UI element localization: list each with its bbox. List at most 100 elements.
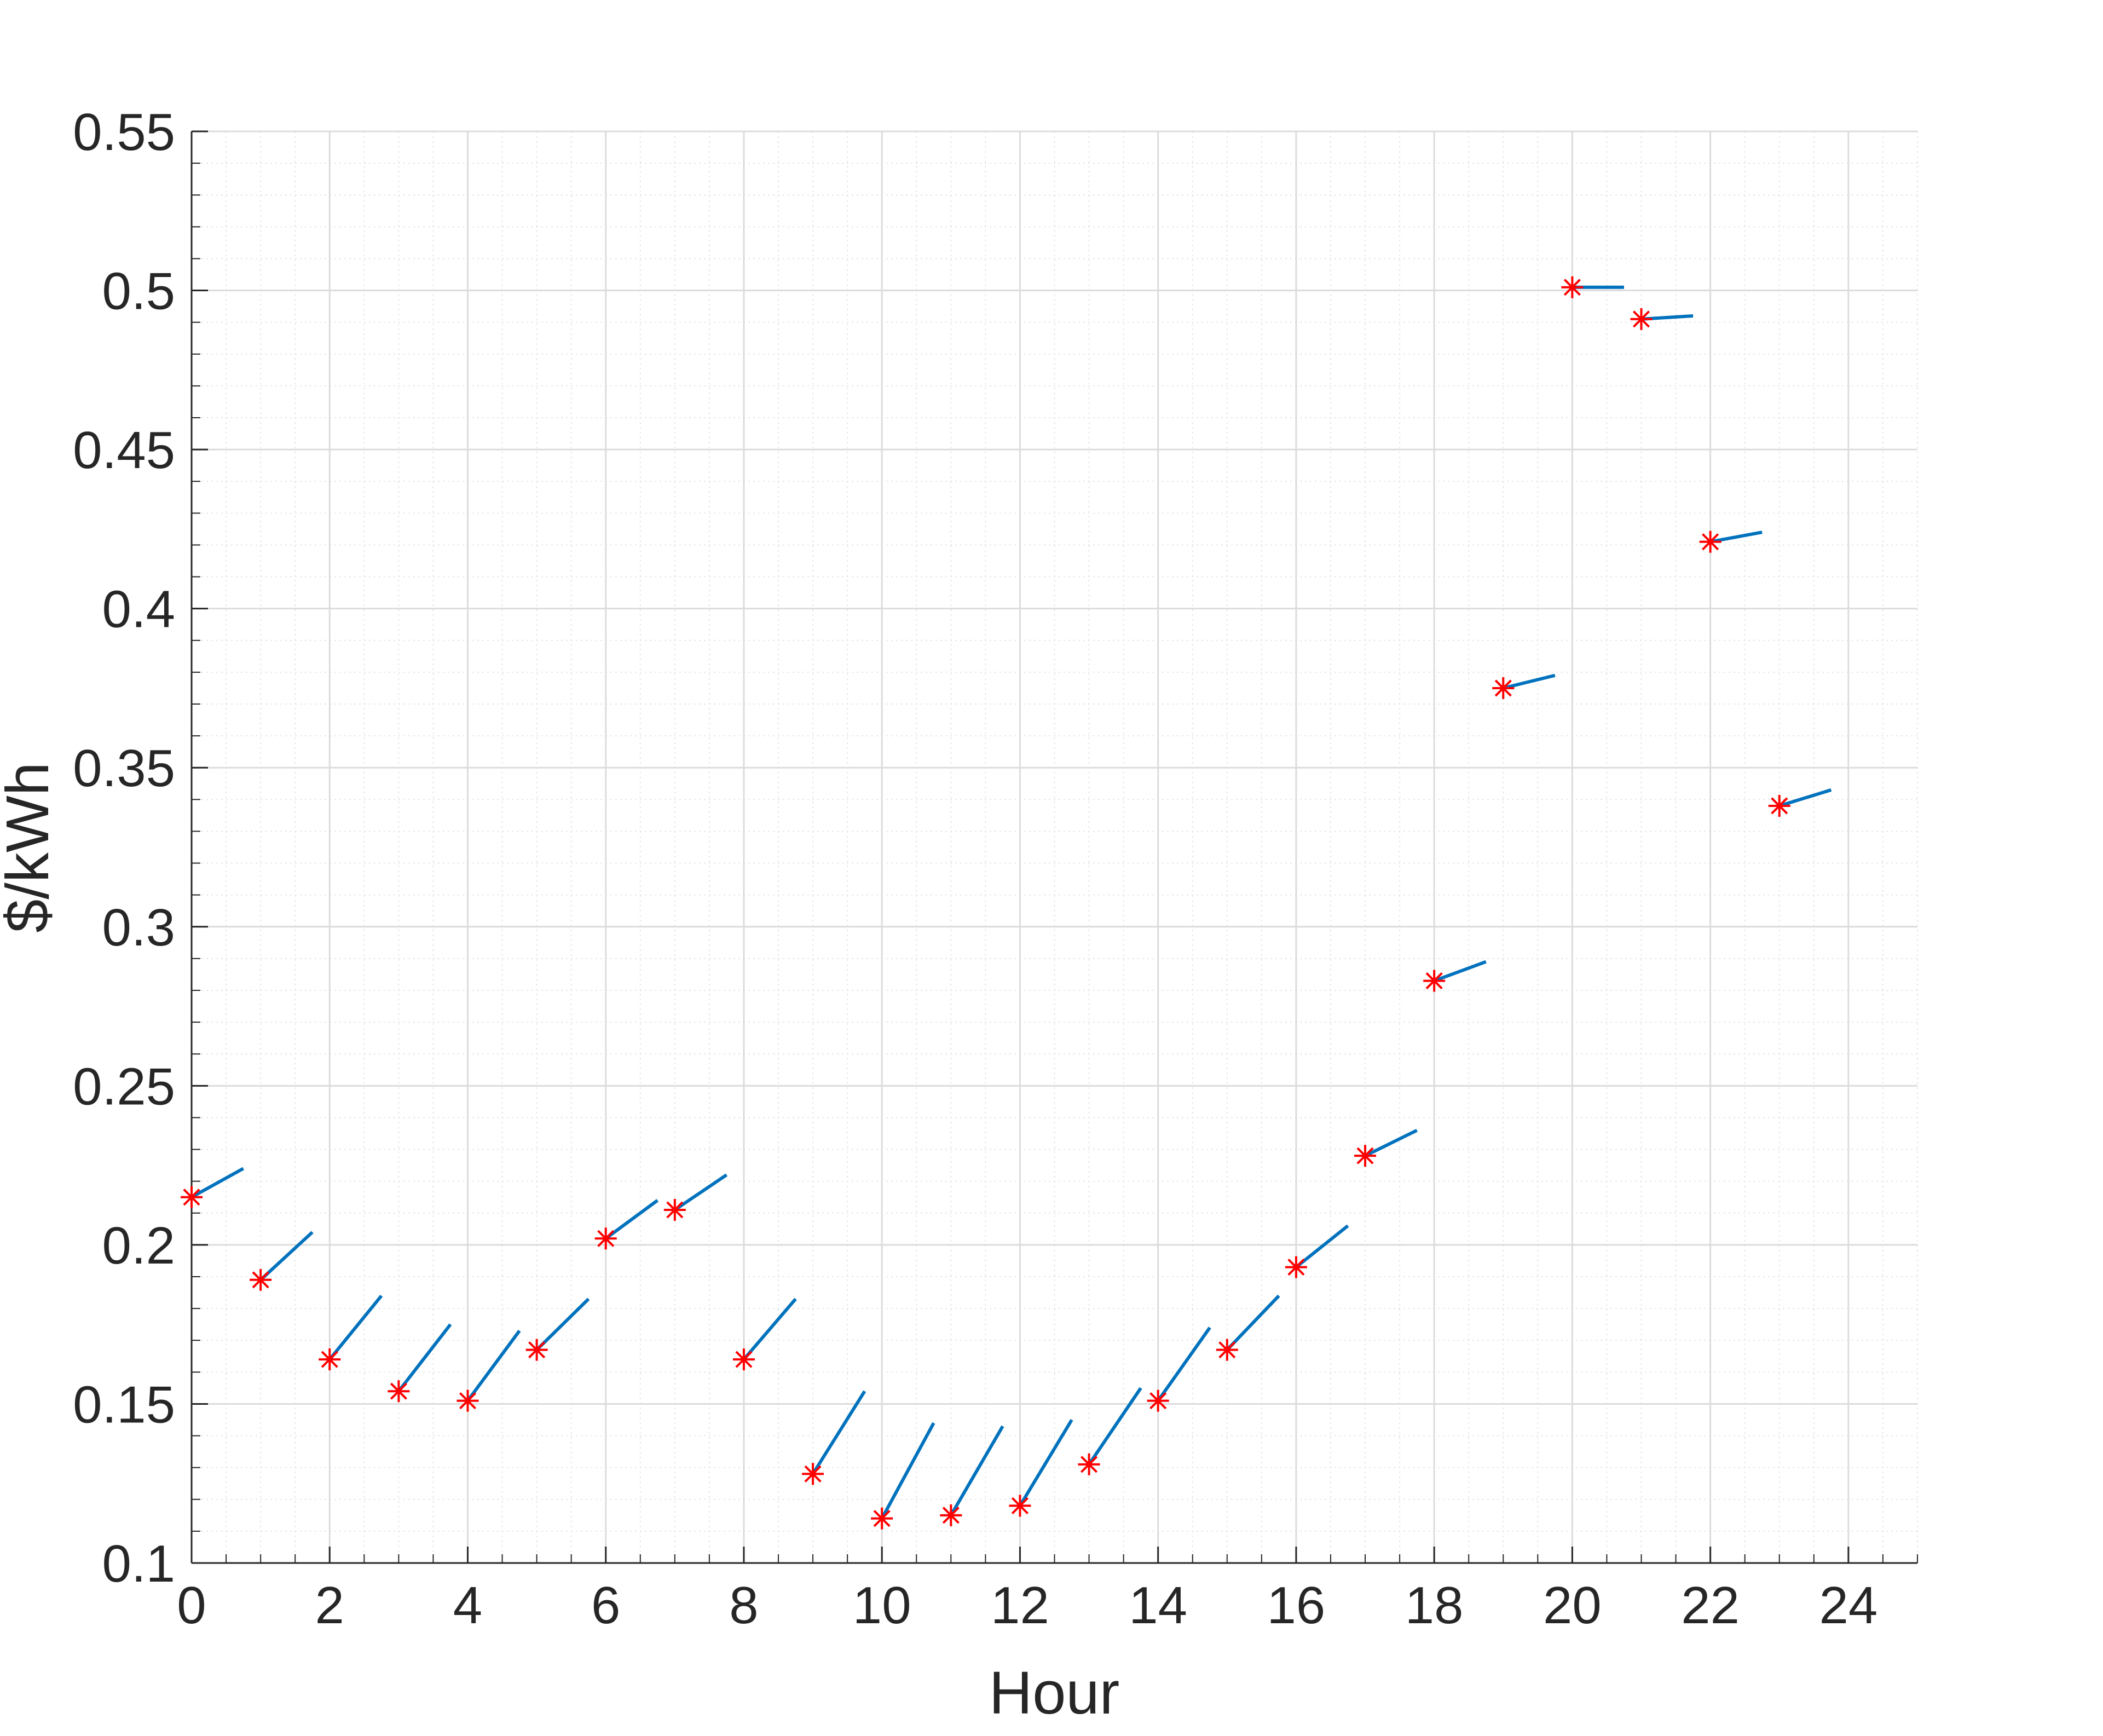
price-marker	[457, 1389, 479, 1412]
gradient-segment	[1710, 530, 1763, 544]
price-marker	[1009, 1495, 1031, 1517]
price-marker	[1354, 1145, 1377, 1167]
marker-stroke	[597, 1230, 615, 1247]
gradient-segment	[811, 1390, 866, 1475]
marker-stroke	[1356, 1147, 1374, 1164]
x-tick-label: 10	[853, 1576, 911, 1635]
major-grid	[190, 130, 1917, 1564]
gradient-segment	[1295, 1224, 1349, 1268]
marker-stroke	[1081, 1456, 1098, 1473]
y-tick-label: 0.1	[102, 1535, 175, 1593]
x-tick-label: 18	[1405, 1576, 1464, 1635]
gradient-segment	[880, 1422, 935, 1520]
gradient-segment	[1434, 960, 1487, 983]
marker-stroke	[1011, 1497, 1029, 1514]
marker-stroke	[390, 1382, 407, 1400]
x-tick-label: 12	[991, 1576, 1049, 1635]
price-marker	[1630, 308, 1653, 330]
marker-stroke	[183, 1189, 200, 1206]
axes	[190, 130, 1918, 1564]
y-tick-labels: 0.1 0.15 0.2 0.25 0.3 0.35 0.4 0.45 0.5 0.55	[73, 103, 175, 1593]
x-tick-label: 22	[1681, 1576, 1740, 1635]
x-tick-label: 24	[1819, 1576, 1877, 1635]
gradient-segment	[1503, 673, 1556, 690]
price-marker	[1078, 1453, 1100, 1475]
price-marker	[181, 1186, 203, 1208]
y-tick-label: 0.4	[102, 580, 175, 639]
price-marker	[663, 1198, 686, 1221]
marker-stroke	[1632, 310, 1650, 328]
gradient-segment	[742, 1297, 797, 1361]
gradient-segment	[1157, 1326, 1211, 1402]
price-marker	[1423, 970, 1446, 992]
price-marker	[1768, 794, 1790, 817]
marker-stroke	[804, 1465, 822, 1483]
gradient-segment	[1364, 1128, 1418, 1157]
y-tick-label: 0.55	[73, 103, 175, 162]
price-marker	[1492, 677, 1515, 699]
y-axis-label: $/kWh	[0, 762, 61, 933]
price-marker	[940, 1504, 962, 1526]
y-tick-label: 0.3	[102, 898, 175, 957]
price-marker	[525, 1339, 548, 1361]
price-marker	[1561, 276, 1584, 298]
gradient-segment	[949, 1425, 1004, 1516]
y-tick-label: 0.35	[73, 739, 175, 798]
price-marker	[319, 1348, 341, 1371]
x-tick-label: 2	[315, 1576, 344, 1635]
y-tick-label: 0.15	[73, 1375, 175, 1434]
gradient-segment	[1778, 788, 1832, 808]
gradient-segment	[1088, 1387, 1142, 1466]
marker-stroke	[321, 1351, 338, 1368]
y-tick-label: 0.25	[73, 1057, 175, 1116]
gradient-segment	[604, 1199, 659, 1240]
marker-stroke	[1425, 972, 1443, 990]
y-tick-label: 0.5	[102, 262, 175, 321]
marker-stroke	[1494, 679, 1512, 697]
x-axis-label: Hour	[989, 1659, 1119, 1727]
price-markers	[181, 276, 1790, 1530]
marker-stroke	[735, 1351, 753, 1368]
gradient-segments	[190, 285, 1832, 1520]
gradient-segment	[466, 1330, 521, 1402]
marker-stroke	[873, 1510, 891, 1527]
x-tick-label: 20	[1543, 1576, 1602, 1635]
price-marker	[388, 1380, 410, 1403]
y-tick-label: 0.45	[73, 421, 175, 480]
price-marker	[250, 1268, 272, 1291]
marker-stroke	[528, 1341, 546, 1359]
marker-stroke	[1218, 1341, 1236, 1359]
gradient-segment	[1018, 1418, 1073, 1507]
x-tick-label: 8	[729, 1576, 758, 1635]
marker-stroke	[942, 1507, 960, 1524]
gradient-segment	[535, 1297, 590, 1351]
marker-stroke	[252, 1271, 269, 1289]
price-marker	[802, 1463, 824, 1485]
gradient-segment	[1226, 1294, 1280, 1351]
marker-stroke	[666, 1201, 684, 1219]
gradient-segment	[259, 1231, 314, 1282]
x-tick-label: 16	[1267, 1576, 1326, 1635]
price-marker	[732, 1348, 755, 1371]
x-tick-label: 6	[591, 1576, 620, 1635]
marker-stroke	[1563, 279, 1581, 296]
price-marker	[871, 1507, 893, 1530]
gradient-segment	[328, 1294, 383, 1360]
x-tick-label: 14	[1129, 1576, 1187, 1635]
x-tick-labels: 0 2 4 6 8 10 12 14 16 18 20 22 24	[177, 1576, 1877, 1635]
gradient-segment	[397, 1323, 452, 1393]
x-tick-label: 0	[177, 1576, 206, 1635]
price-marker	[1285, 1256, 1307, 1278]
marker-stroke	[1149, 1392, 1167, 1410]
gradient-segment	[674, 1173, 728, 1212]
price-marker	[594, 1227, 617, 1250]
price-marker	[1147, 1389, 1169, 1412]
marker-stroke	[1702, 533, 1719, 551]
marker-stroke	[1287, 1259, 1305, 1276]
price-marker	[1699, 530, 1721, 553]
gradient-segment	[190, 1167, 245, 1199]
marker-stroke	[1771, 797, 1788, 815]
marker-stroke	[459, 1392, 477, 1410]
y-tick-label: 0.2	[102, 1216, 175, 1275]
